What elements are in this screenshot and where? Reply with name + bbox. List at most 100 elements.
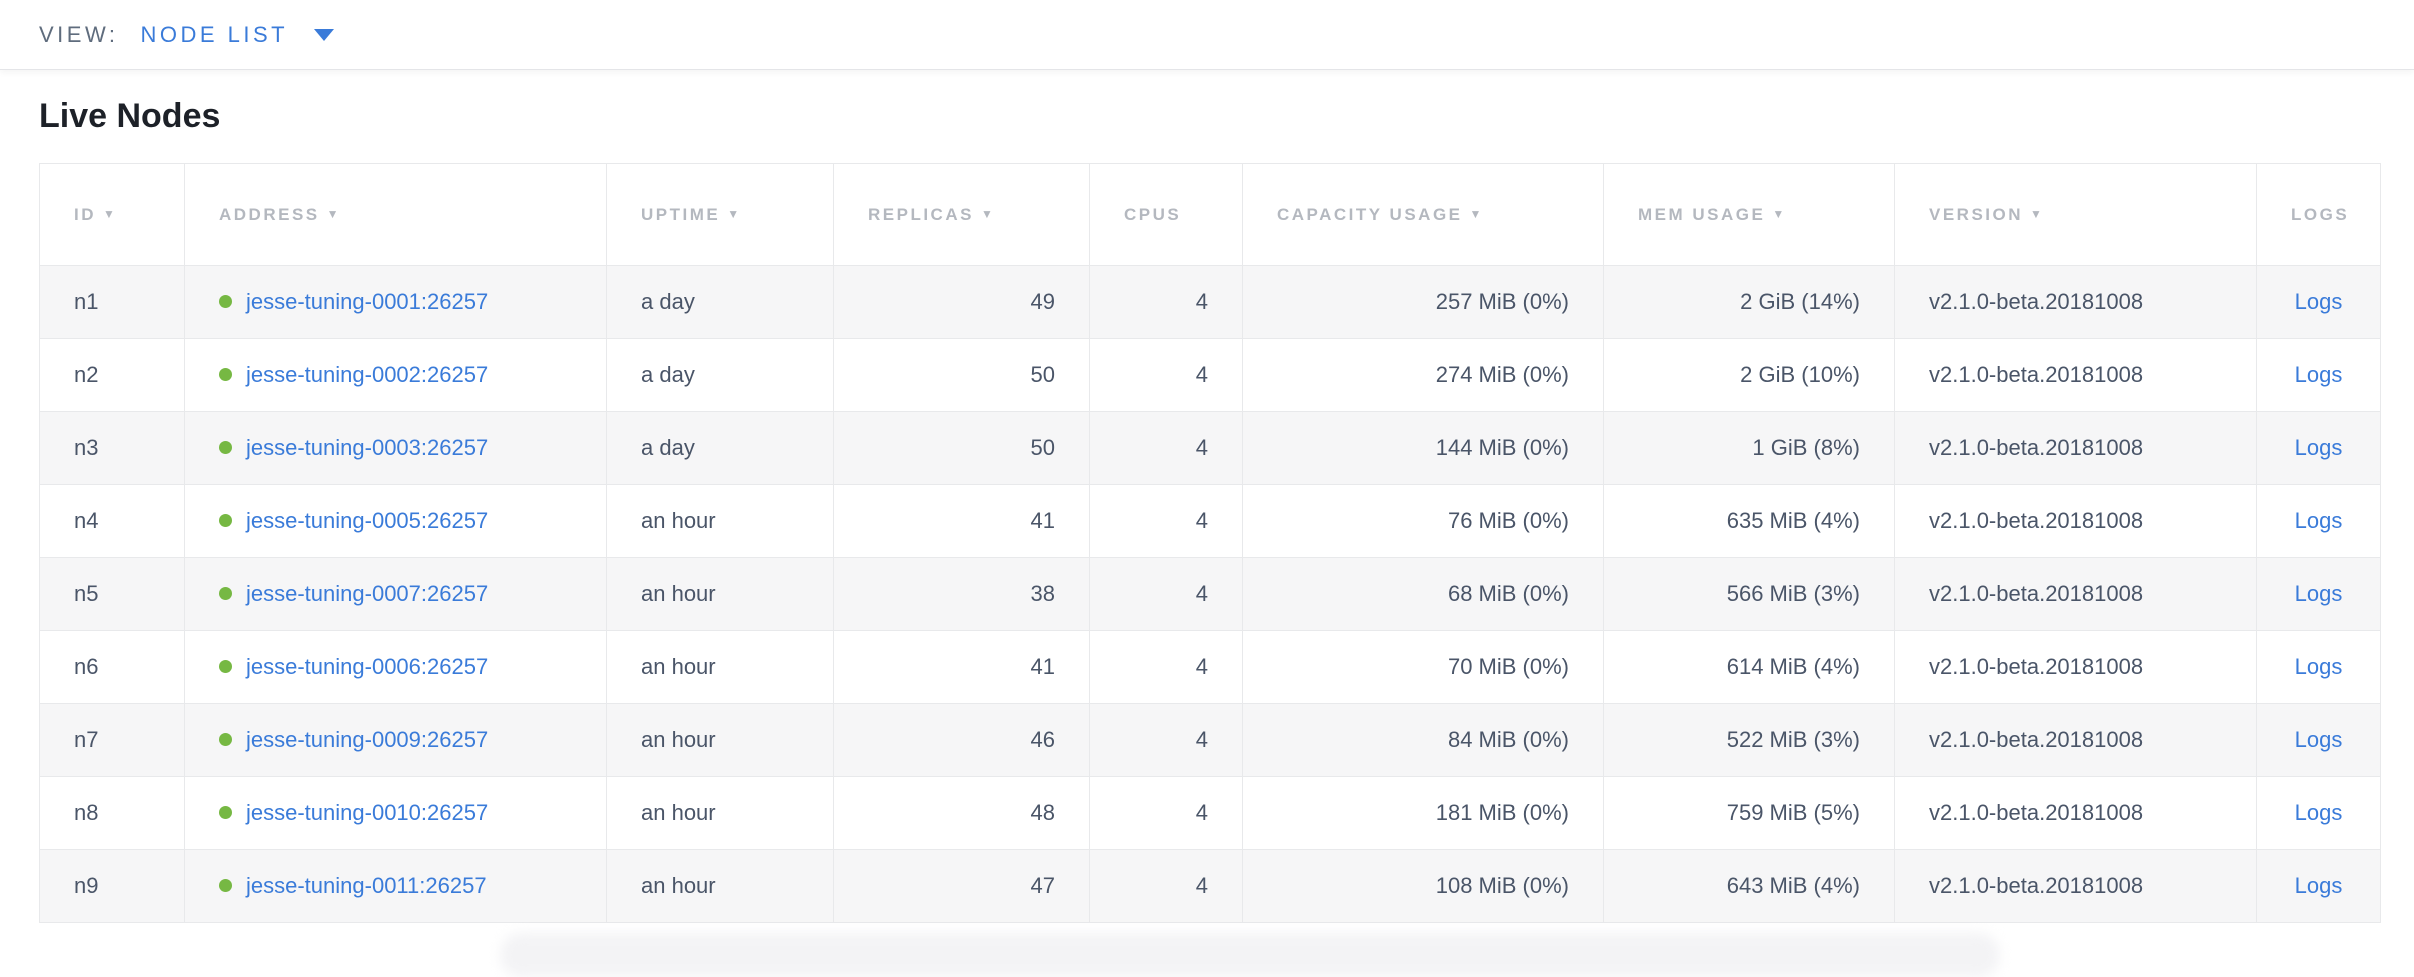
column-header-logs: LOGS xyxy=(2256,163,2381,266)
version-cell: v2.1.0-beta.20181008 xyxy=(1894,557,2257,631)
uptime-cell: an hour xyxy=(606,703,834,777)
replicas-cell: 50 xyxy=(833,411,1090,485)
column-header-capacity_usage[interactable]: CAPACITY USAGE ▼ xyxy=(1242,163,1604,266)
logs-link[interactable]: Logs xyxy=(2294,508,2343,533)
version-cell: v2.1.0-beta.20181008 xyxy=(1894,265,2257,339)
logs-cell: Logs xyxy=(2256,849,2381,923)
capacity_usage-cell: 70 MiB (0%) xyxy=(1242,630,1604,704)
node-address-link[interactable]: jesse-tuning-0010:26257 xyxy=(246,800,489,825)
version-cell: v2.1.0-beta.20181008 xyxy=(1894,484,2257,558)
replicas-cell: 48 xyxy=(833,776,1090,850)
column-header-label: CPUS xyxy=(1124,204,1182,224)
id-cell: n5 xyxy=(39,557,185,631)
logs-cell: Logs xyxy=(2256,338,2381,412)
node-address-link[interactable]: jesse-tuning-0011:26257 xyxy=(246,873,487,898)
node-address-link[interactable]: jesse-tuning-0005:26257 xyxy=(246,508,489,533)
capacity_usage-cell: 76 MiB (0%) xyxy=(1242,484,1604,558)
replicas-cell: 46 xyxy=(833,703,1090,777)
mem_usage-cell: 635 MiB (4%) xyxy=(1603,484,1895,558)
capacity_usage-cell: 257 MiB (0%) xyxy=(1242,265,1604,339)
column-header-label: LOGS xyxy=(2291,204,2350,224)
logs-link[interactable]: Logs xyxy=(2294,873,2343,898)
capacity_usage-cell: 181 MiB (0%) xyxy=(1242,776,1604,850)
sort-desc-icon: ▼ xyxy=(326,206,342,221)
column-header-label: REPLICAS xyxy=(868,204,974,224)
replicas-cell: 50 xyxy=(833,338,1090,412)
logs-link[interactable]: Logs xyxy=(2294,435,2343,460)
table-row: n4 jesse-tuning-0005:26257 an hour 41 4 76 Mi… xyxy=(39,484,2381,558)
table-row: n6 jesse-tuning-0006:26257 an hour 41 4 70 Mi… xyxy=(39,630,2381,704)
column-header-label: MEM USAGE xyxy=(1638,204,1766,224)
node-address-link[interactable]: jesse-tuning-0007:26257 xyxy=(246,581,489,606)
sort-desc-icon: ▼ xyxy=(727,206,742,221)
address-cell: jesse-tuning-0006:26257 xyxy=(184,630,607,704)
next-section-shadow xyxy=(500,933,2000,977)
version-cell: v2.1.0-beta.20181008 xyxy=(1894,630,2257,704)
sort-desc-icon: ▼ xyxy=(1469,206,1484,221)
column-header-address[interactable]: ADDRESS ▼ xyxy=(184,163,607,266)
cpus-cell: 4 xyxy=(1089,338,1243,412)
live-status-icon xyxy=(219,878,232,892)
cpus-cell: 4 xyxy=(1089,776,1243,850)
capacity_usage-cell: 108 MiB (0%) xyxy=(1242,849,1604,923)
live-status-icon xyxy=(219,367,232,381)
cpus-cell: 4 xyxy=(1089,630,1243,704)
id-cell: n3 xyxy=(39,411,185,485)
logs-link[interactable]: Logs xyxy=(2294,362,2343,387)
live-nodes-table: ID ▼ ADDRESS ▼ UPTIME ▼ REPLICAS ▼ CPUS CAPACITY … xyxy=(39,163,2381,923)
column-header-replicas[interactable]: REPLICAS ▼ xyxy=(833,163,1090,266)
address-cell: jesse-tuning-0007:26257 xyxy=(184,557,607,631)
logs-link[interactable]: Logs xyxy=(2294,727,2343,752)
table-row: n3 jesse-tuning-0003:26257 a day 50 4 144 MiB… xyxy=(39,411,2381,485)
column-header-label: ADDRESS xyxy=(219,204,320,224)
page-title: Live Nodes xyxy=(39,97,221,135)
id-cell: n8 xyxy=(39,776,185,850)
replicas-cell: 38 xyxy=(833,557,1090,631)
address-cell: jesse-tuning-0005:26257 xyxy=(184,484,607,558)
node-address-link[interactable]: jesse-tuning-0001:26257 xyxy=(246,289,489,314)
table-row: n5 jesse-tuning-0007:26257 an hour 38 4 68 Mi… xyxy=(39,557,2381,631)
node-address-link[interactable]: jesse-tuning-0003:26257 xyxy=(246,435,489,460)
node-address-link[interactable]: jesse-tuning-0006:26257 xyxy=(246,654,489,679)
view-dropdown[interactable]: NODE LIST xyxy=(140,21,335,48)
column-header-version[interactable]: VERSION ▼ xyxy=(1894,163,2257,266)
column-header-id[interactable]: ID ▼ xyxy=(39,163,185,266)
id-cell: n4 xyxy=(39,484,185,558)
logs-cell: Logs xyxy=(2256,411,2381,485)
logs-cell: Logs xyxy=(2256,703,2381,777)
replicas-cell: 41 xyxy=(833,484,1090,558)
live-status-icon xyxy=(219,659,232,673)
uptime-cell: an hour xyxy=(606,849,834,923)
column-header-mem_usage[interactable]: MEM USAGE ▼ xyxy=(1603,163,1895,266)
live-status-icon xyxy=(219,586,232,600)
sort-desc-icon: ▼ xyxy=(103,206,118,221)
column-header-uptime[interactable]: UPTIME ▼ xyxy=(606,163,834,266)
id-cell: n7 xyxy=(39,703,185,777)
cpus-cell: 4 xyxy=(1089,557,1243,631)
capacity_usage-cell: 274 MiB (0%) xyxy=(1242,338,1604,412)
uptime-cell: an hour xyxy=(606,630,834,704)
table-row: n9 jesse-tuning-0011:26257 an hour 47 4 108 M… xyxy=(39,849,2381,923)
logs-link[interactable]: Logs xyxy=(2294,289,2343,314)
table-row: n8 jesse-tuning-0010:26257 an hour 48 4 181 M… xyxy=(39,776,2381,850)
live-nodes-table-container: ID ▼ ADDRESS ▼ UPTIME ▼ REPLICAS ▼ CPUS CAPACITY … xyxy=(39,163,2414,923)
id-cell: n6 xyxy=(39,630,185,704)
table-row: n2 jesse-tuning-0002:26257 a day 50 4 274 MiB… xyxy=(39,338,2381,412)
uptime-cell: a day xyxy=(606,411,834,485)
cpus-cell: 4 xyxy=(1089,411,1243,485)
mem_usage-cell: 643 MiB (4%) xyxy=(1603,849,1895,923)
uptime-cell: an hour xyxy=(606,776,834,850)
logs-link[interactable]: Logs xyxy=(2294,654,2343,679)
id-cell: n2 xyxy=(39,338,185,412)
logs-link[interactable]: Logs xyxy=(2294,800,2343,825)
version-cell: v2.1.0-beta.20181008 xyxy=(1894,703,2257,777)
capacity_usage-cell: 68 MiB (0%) xyxy=(1242,557,1604,631)
node-address-link[interactable]: jesse-tuning-0009:26257 xyxy=(246,727,489,752)
live-status-icon xyxy=(219,294,232,308)
replicas-cell: 47 xyxy=(833,849,1090,923)
logs-link[interactable]: Logs xyxy=(2294,581,2343,606)
view-dropdown-value: NODE LIST xyxy=(140,21,289,47)
view-label: VIEW: xyxy=(39,21,119,47)
node-address-link[interactable]: jesse-tuning-0002:26257 xyxy=(246,362,489,387)
address-cell: jesse-tuning-0001:26257 xyxy=(184,265,607,339)
